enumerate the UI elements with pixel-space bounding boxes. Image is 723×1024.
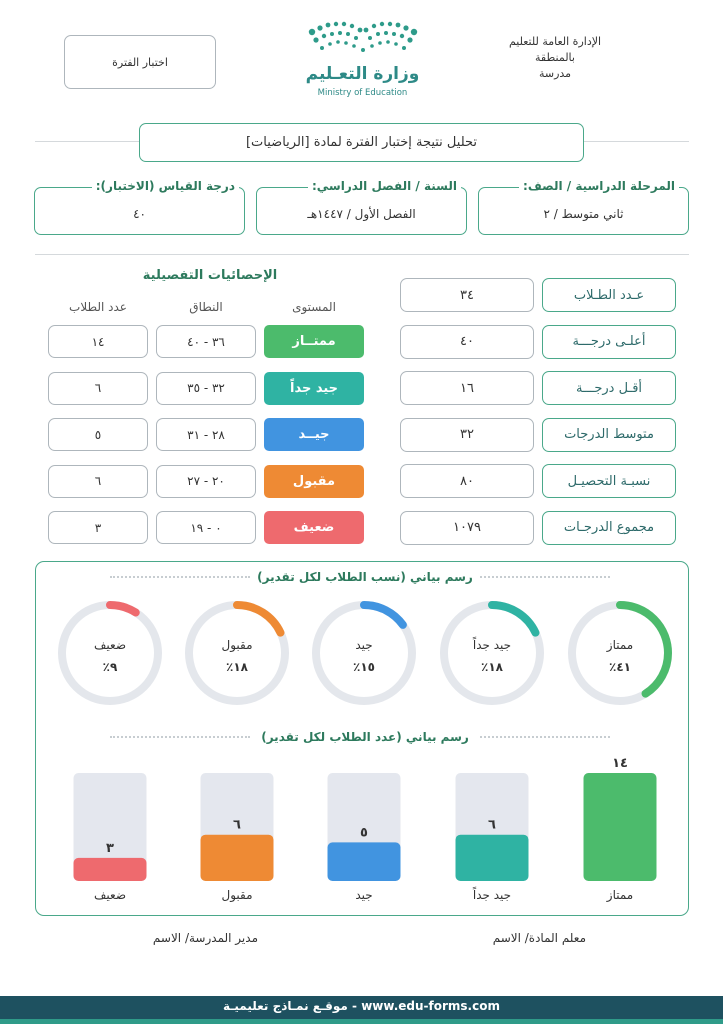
donut-category-label: ممتاز: [606, 638, 633, 653]
grade-level: مقبول: [264, 464, 364, 498]
bar: [200, 834, 274, 881]
exam-type-box: اختبار الفترة: [64, 35, 216, 89]
grade-range: ٣٢ - ٣٥: [156, 371, 256, 405]
grade-level: ضعيف: [264, 511, 364, 544]
year-label: السنة / الفصل الدراسي:: [307, 179, 461, 193]
org-block: الإدارة العامة للتعليم بالمنطقة مدرسة: [490, 34, 620, 82]
donut-value-label: ١٥٪: [353, 660, 375, 674]
grade-count: ٦: [48, 371, 148, 405]
donut-chart-title: رسم بياني (نسب الطلاب لكل تقدير): [251, 570, 479, 584]
divider: [35, 254, 689, 255]
bar-chart-title: رسم بياني (عدد الطلاب لكل تقدير): [255, 730, 475, 744]
donut-charts: ممتاز ٤١٪ جيد جداً ١٨٪ جيد ١٥٪ مقبول ١٨٪ ضعيف ٩٪: [58, 601, 672, 705]
col-level-head: المستوى: [292, 300, 336, 314]
dotted-rule: [110, 736, 250, 739]
bar-category-label: ضعيف: [94, 888, 126, 902]
org-line-1: الإدارة العامة للتعليم: [508, 35, 602, 48]
score-label: درجة القياس (الاختبار):: [91, 179, 239, 193]
exam-type-label: اختبار الفترة: [112, 55, 168, 69]
donut-category-label: جيد جداً: [473, 636, 512, 652]
stage-value: ثاني متوسط / ٢: [543, 207, 624, 221]
score-value: ٤٠: [133, 207, 146, 221]
grade-range: ٢٠ - ٢٧: [156, 464, 256, 498]
org-line-3: مدرسة: [538, 67, 572, 80]
teacher-signature: معلم المادة/ الاسم: [492, 931, 586, 945]
principal-signature: مدير المدرسة/ الاسم: [152, 931, 258, 945]
donut-track: [58, 601, 162, 705]
bar-value-label: ٥: [360, 825, 368, 840]
bar-value-label: ٦: [233, 818, 241, 833]
donut-category-label: مقبول: [221, 638, 252, 653]
donut-slice: [58, 601, 162, 705]
stat-value: ١٦: [400, 371, 534, 405]
bar: [73, 857, 147, 881]
col-count-head: عدد الطلاب: [69, 300, 127, 314]
page-title-box: تحليل نتيجة إختبار الفترة لمادة [الرياضي…: [139, 123, 584, 162]
stat-label: متوسط الدرجات: [542, 417, 676, 452]
ministry-name-ar: وزارة التعـليم: [305, 64, 420, 84]
bar-value-label: ١٤: [612, 756, 628, 771]
donut-slice: [440, 601, 544, 705]
grade-range: ٢٨ - ٣١: [156, 418, 256, 451]
stat-label: نسبـة التحصيـل: [542, 464, 676, 498]
details-title: الإحصائيات التفصيلية: [142, 268, 278, 283]
bar: [455, 834, 529, 881]
year-value: الفصل الأول / ١٤٤٧هـ: [307, 207, 416, 221]
bar: [327, 842, 401, 881]
page-title: تحليل نتيجة إختبار الفترة لمادة [الرياضي…: [245, 135, 478, 150]
stat-label: عـدد الطـلاب: [542, 278, 676, 312]
stage-field: ثاني متوسط / ٢: [478, 187, 689, 235]
donut-value-label: ١٨٪: [226, 660, 249, 674]
bar-category-label: جيد جداً: [473, 886, 512, 902]
bar-track: [73, 773, 147, 881]
dotted-rule: [110, 576, 250, 579]
divider: [584, 141, 689, 142]
stat-value: ٨٠: [400, 464, 534, 498]
divider: [35, 141, 139, 142]
grade-count: ٥: [48, 418, 148, 451]
dotted-rule: [480, 736, 610, 739]
donut-slice: [185, 601, 289, 705]
stat-label: مجموع الدرجـات: [542, 510, 676, 545]
stage-label: المرحلة الدراسية / الصف:: [519, 179, 679, 193]
donut-slice: [568, 601, 672, 705]
col-range-head: النطاق: [189, 300, 223, 314]
score-field: ٤٠: [34, 187, 245, 235]
donut-value-label: ١٨٪: [481, 660, 504, 674]
grade-count: ١٤: [48, 325, 148, 358]
charts-panel: [35, 561, 689, 916]
bar-value-label: ٦: [488, 818, 496, 833]
stat-value: ٣٢: [400, 417, 534, 452]
grade-level: جيد جداً: [264, 371, 364, 405]
stat-label: أعلـى درجـــة: [542, 324, 676, 359]
ministry-name-en: Ministry of Education: [317, 88, 408, 98]
stat-value: ٤٠: [400, 324, 534, 359]
grade-count: ٣: [48, 511, 148, 544]
ministry-logo-icon: [308, 21, 418, 52]
donut-value-label: ٩٪: [103, 660, 118, 674]
bar-category-label: جيد: [355, 888, 372, 902]
grade-range: ٠ - ١٩: [156, 511, 256, 544]
bar-chart: ١٤ ممتاز ٦ جيد جداً ٥ جيد ٦ مقبول ٣ ضعيف: [73, 756, 657, 903]
bar: [583, 773, 657, 881]
donut-category-label: ضعيف: [94, 638, 126, 652]
bar-category-label: مقبول: [221, 888, 252, 903]
donut-value-label: ٤١٪: [609, 660, 631, 674]
grade-level: ممتــاز: [264, 325, 364, 358]
bar-value-label: ٣: [106, 841, 114, 856]
footer-accent: [0, 1019, 723, 1024]
donut-slice: [312, 601, 416, 705]
bar-category-label: ممتاز: [606, 888, 633, 903]
footer-text[interactable]: www.edu-forms.com - موقـع نمـاذج تعليميـ…: [223, 999, 500, 1013]
grade-range: ٣٦ - ٤٠: [156, 325, 256, 358]
stat-label: أقـل درجـــة: [542, 371, 676, 405]
grade-level: جيــد: [264, 418, 364, 451]
stat-value: ٣٤: [400, 278, 534, 312]
donut-category-label: جيد: [355, 638, 372, 652]
stat-value: ١٠٧٩: [400, 510, 534, 545]
org-line-2: بالمنطقة: [535, 51, 575, 64]
dotted-rule: [480, 576, 610, 579]
year-field: الفصل الأول / ١٤٤٧هـ: [256, 187, 467, 235]
grade-count: ٦: [48, 464, 148, 498]
